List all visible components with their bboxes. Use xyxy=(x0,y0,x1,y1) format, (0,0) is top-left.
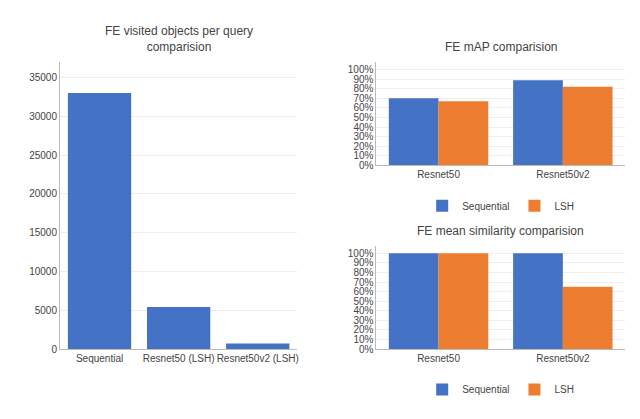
svg-text:70%: 70% xyxy=(353,93,373,104)
svg-text:60%: 60% xyxy=(353,286,373,297)
svg-text:LSH: LSH xyxy=(554,201,573,212)
svg-text:70%: 70% xyxy=(353,277,373,288)
svg-text:Sequential: Sequential xyxy=(76,353,123,364)
svg-text:Resnet50v2 (LSH): Resnet50v2 (LSH) xyxy=(217,353,299,364)
svg-text:10000: 10000 xyxy=(29,266,57,277)
svg-text:50%: 50% xyxy=(353,112,373,123)
svg-text:80%: 80% xyxy=(353,267,373,278)
svg-text:0: 0 xyxy=(51,344,57,355)
svg-text:90%: 90% xyxy=(353,257,373,268)
svg-text:0%: 0% xyxy=(359,344,374,355)
svg-text:Resnet50: Resnet50 xyxy=(417,353,460,364)
svg-text:100%: 100% xyxy=(348,64,374,75)
svg-text:30000: 30000 xyxy=(29,111,57,122)
svg-text:Resnet50v2: Resnet50v2 xyxy=(536,169,590,180)
svg-text:20%: 20% xyxy=(353,141,373,152)
svg-text:100%: 100% xyxy=(348,248,374,259)
svg-text:80%: 80% xyxy=(353,83,373,94)
svg-text:90%: 90% xyxy=(353,74,373,85)
svg-text:25000: 25000 xyxy=(29,150,57,161)
svg-text:5000: 5000 xyxy=(35,305,58,316)
svg-text:30%: 30% xyxy=(353,131,373,142)
svg-text:30%: 30% xyxy=(353,315,373,326)
svg-text:Sequential: Sequential xyxy=(462,201,509,212)
svg-text:FE visited objects per queryco: FE visited objects per querycomparision xyxy=(105,24,253,54)
svg-text:50%: 50% xyxy=(353,296,373,307)
svg-text:Sequential: Sequential xyxy=(462,384,509,395)
svg-text:Resnet50v2: Resnet50v2 xyxy=(536,353,590,364)
svg-text:FE mAP comparision: FE mAP comparision xyxy=(445,40,557,54)
svg-text:10%: 10% xyxy=(353,150,373,161)
svg-text:20%: 20% xyxy=(353,324,373,335)
svg-text:LSH: LSH xyxy=(554,384,573,395)
svg-text:35000: 35000 xyxy=(29,72,57,83)
svg-text:Resnet50: Resnet50 xyxy=(417,169,460,180)
svg-text:20000: 20000 xyxy=(29,188,57,199)
svg-text:Resnet50 (LSH): Resnet50 (LSH) xyxy=(143,353,215,364)
svg-text:15000: 15000 xyxy=(29,227,57,238)
svg-text:FE mean similarity comparision: FE mean similarity comparision xyxy=(417,224,584,238)
svg-text:60%: 60% xyxy=(353,102,373,113)
svg-text:40%: 40% xyxy=(353,122,373,133)
svg-text:40%: 40% xyxy=(353,305,373,316)
svg-text:0%: 0% xyxy=(359,160,374,171)
svg-text:10%: 10% xyxy=(353,334,373,345)
